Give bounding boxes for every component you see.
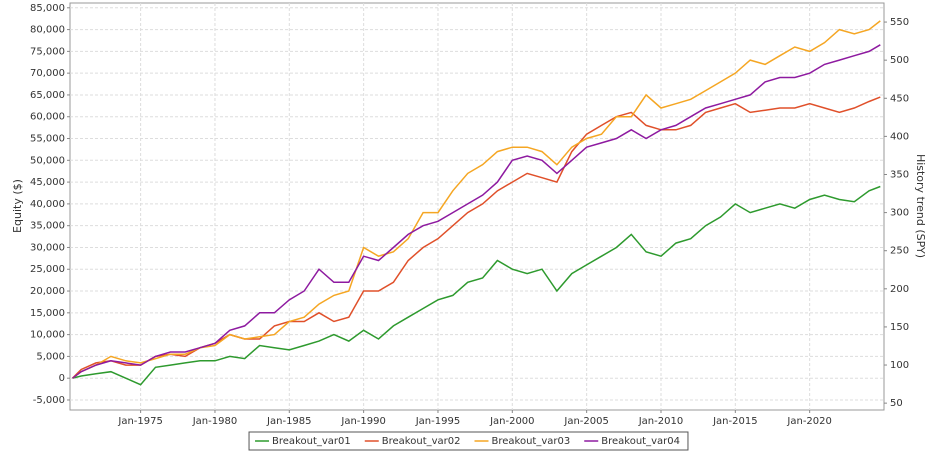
x-tick-label: Jan-1975 [117, 416, 162, 427]
x-tick-label: Jan-1995 [415, 416, 460, 427]
y2-axis-label: History trend (SPY) [914, 154, 927, 258]
x-tick-label: Jan-1980 [192, 416, 237, 427]
legend-item: Breakout_var01 [255, 436, 351, 447]
y-tick-label: 25,000 [30, 264, 65, 275]
x-tick-label: Jan-2020 [786, 416, 831, 427]
x-tick-label: Jan-2005 [563, 416, 608, 427]
legend-item: Breakout_var04 [584, 436, 680, 447]
x-tick-label: Jan-1990 [340, 416, 385, 427]
y-tick-label: 75,000 [30, 46, 65, 57]
y-tick-label: 15,000 [30, 308, 65, 319]
y-tick-label: 35,000 [30, 221, 65, 232]
y-tick-label: 80,000 [30, 25, 65, 36]
y-tick-label: 45,000 [30, 177, 65, 188]
x-tick-label: Jan-2010 [638, 416, 683, 427]
y-tick-label: 5,000 [36, 351, 65, 362]
y2-tick-label: 300 [890, 208, 909, 219]
y2-tick-label: 150 [890, 322, 909, 333]
y-tick-label: 30,000 [30, 242, 65, 253]
y-tick-label: 40,000 [30, 199, 65, 210]
y-tick-label: 65,000 [30, 90, 65, 101]
y2-tick-label: 450 [890, 93, 909, 104]
series-line [72, 44, 881, 379]
y-tick-label: 55,000 [30, 134, 65, 145]
series-line [72, 185, 881, 386]
legend-item: Breakout_var03 [474, 436, 571, 447]
y-tick-label: -5,000 [33, 395, 65, 406]
legend-item: Breakout_var02 [364, 436, 461, 447]
y-tick-label: 20,000 [30, 286, 65, 297]
y-tick-label: 70,000 [30, 68, 65, 79]
legend-label: Breakout_var04 [601, 436, 680, 447]
y-axis-label: Equity ($) [11, 179, 24, 233]
legend-box [248, 431, 689, 451]
y2-tick-label: 100 [890, 360, 909, 371]
y2-tick-label: 50 [890, 398, 903, 409]
y2-tick-label: 200 [890, 284, 909, 295]
y-tick-label: 10,000 [30, 330, 65, 341]
x-tick-label: Jan-1985 [266, 416, 311, 427]
y2-tick-label: 350 [890, 169, 909, 180]
y-tick-label: 85,000 [30, 3, 65, 14]
legend-label: Breakout_var03 [492, 436, 571, 447]
legend: Breakout_var01 Breakout_var02 Breakout_var… [248, 431, 689, 451]
y2-tick-label: 400 [890, 131, 909, 142]
y2-tick-label: 550 [890, 17, 909, 28]
y-tick-label: 0 [59, 373, 65, 384]
y-tick-label: 50,000 [30, 155, 65, 166]
y2-tick-label: 250 [890, 246, 909, 257]
legend-label: Breakout_var01 [272, 436, 351, 447]
y-tick-label: 60,000 [30, 112, 65, 123]
y2-tick-label: 500 [890, 55, 909, 66]
legend-label: Breakout_var02 [382, 436, 461, 447]
x-tick-label: Jan-2000 [489, 416, 534, 427]
x-tick-label: Jan-2015 [712, 416, 757, 427]
